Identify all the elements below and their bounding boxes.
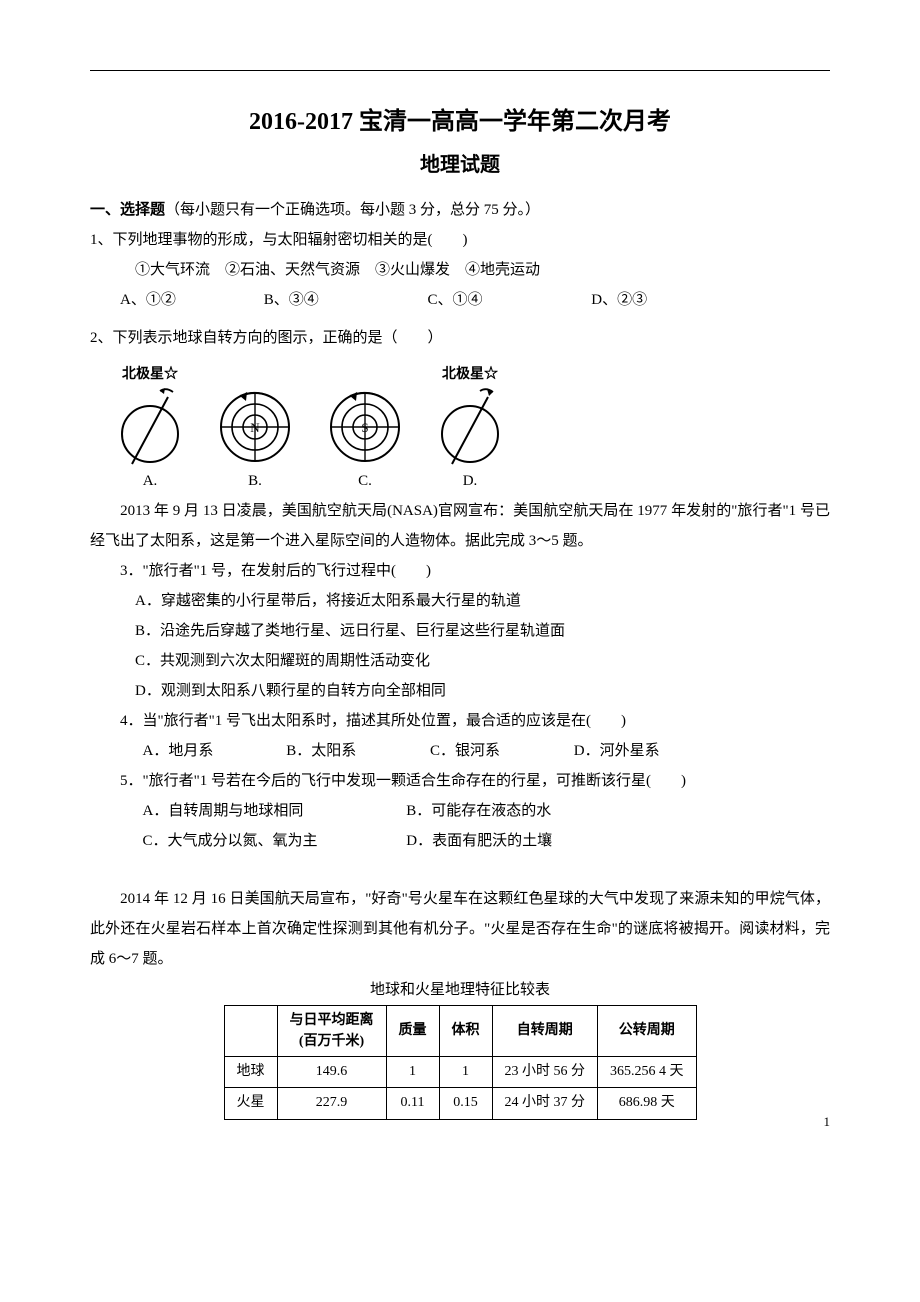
q1-stem: 1、下列地理事物的形成，与太阳辐射密切相关的是( ) <box>90 225 830 255</box>
q2-label-a: A. <box>143 473 158 490</box>
cell: 24 小时 37 分 <box>492 1088 598 1119</box>
q5-opt-d: D．表面有肥沃的土壤 <box>406 826 552 856</box>
q2-diagrams: 北极星☆ A. N B. <box>110 363 830 490</box>
th-mass: 质量 <box>386 1006 439 1057</box>
exam-subtitle: 地理试题 <box>90 148 830 177</box>
q2-diagram-a: 北极星☆ A. <box>110 363 190 490</box>
q3-stem: 3．"旅行者"1 号，在发射后的飞行过程中( ) <box>90 556 830 586</box>
comparison-table: 与日平均距离(百万千米) 质量 体积 自转周期 公转周期 地球 149.6 1 … <box>224 1005 697 1120</box>
q5-options-row2: C．大气成分以氮、氧为主 D．表面有肥沃的土壤 <box>90 826 830 856</box>
section-note: （每小题只有一个正确选项。每小题 3 分，总分 75 分。） <box>165 202 540 218</box>
q5-opt-b: B．可能存在液态的水 <box>406 796 551 826</box>
q2-label-d: D. <box>463 473 478 490</box>
globe-a-icon <box>110 379 190 469</box>
q3-opt-c: C．共观测到六次太阳耀斑的周期性活动变化 <box>90 646 830 676</box>
exam-title: 2016-2017 宝清一高高一学年第二次月考 <box>90 101 830 136</box>
q1-opt-b: B、③④ <box>264 285 424 315</box>
th-volume: 体积 <box>439 1006 492 1057</box>
table-caption: 地球和火星地理特征比较表 <box>90 978 830 999</box>
q2-diagram-b: N B. <box>210 379 300 490</box>
q4-opt-b: B．太阳系 <box>286 736 426 766</box>
q2-diagram-c: S C. <box>320 379 410 490</box>
q1-options: A、①② B、③④ C、①④ D、②③ <box>90 285 830 315</box>
q3-opt-b: B．沿途先后穿越了类地行星、远日行星、巨行星这些行星轨道面 <box>90 616 830 646</box>
svg-text:S: S <box>361 420 368 435</box>
q2-stem: 2、下列表示地球自转方向的图示，正确的是（ ） <box>90 323 830 353</box>
q4-options: A．地月系 B．太阳系 C．银河系 D．河外星系 <box>90 736 830 766</box>
q4-stem: 4．当"旅行者"1 号飞出太阳系时，描述其所处位置，最合适的应该是在( ) <box>90 706 830 736</box>
cell: 火星 <box>224 1088 277 1119</box>
q3-opt-d: D．观测到太阳系八颗行星的自转方向全部相同 <box>90 676 830 706</box>
q1-opt-a: A、①② <box>120 285 260 315</box>
cell: 0.11 <box>386 1088 439 1119</box>
q1-opt-c: C、①④ <box>428 285 588 315</box>
q1-items: ①大气环流 ②石油、天然气资源 ③火山爆发 ④地壳运动 <box>90 255 830 285</box>
table-header-row: 与日平均距离(百万千米) 质量 体积 自转周期 公转周期 <box>224 1006 696 1057</box>
th-revolution: 公转周期 <box>598 1006 697 1057</box>
table-row-earth: 地球 149.6 1 1 23 小时 56 分 365.256 4 天 <box>224 1057 696 1088</box>
passage-1: 2013 年 9 月 13 日凌晨，美国航空航天局(NASA)官网宣布：美国航空… <box>90 496 830 556</box>
cell: 227.9 <box>277 1088 386 1119</box>
cell: 149.6 <box>277 1057 386 1088</box>
cell: 1 <box>439 1057 492 1088</box>
q5-opt-a: A．自转周期与地球相同 <box>143 796 403 826</box>
q3-opt-a: A．穿越密集的小行星带后，将接近太阳系最大行星的轨道 <box>90 586 830 616</box>
th-rotation: 自转周期 <box>492 1006 598 1057</box>
svg-text:N: N <box>250 420 260 435</box>
q5-opt-c: C．大气成分以氮、氧为主 <box>143 826 403 856</box>
q1-opt-d: D、②③ <box>591 285 731 315</box>
polar-s-icon: S <box>320 379 410 469</box>
polar-n-icon: N <box>210 379 300 469</box>
section-heading-line: 一、选择题（每小题只有一个正确选项。每小题 3 分，总分 75 分。） <box>90 195 830 225</box>
cell: 地球 <box>224 1057 277 1088</box>
cell: 23 小时 56 分 <box>492 1057 598 1088</box>
q5-options-row1: A．自转周期与地球相同 B．可能存在液态的水 <box>90 796 830 826</box>
q4-opt-d: D．河外星系 <box>574 736 714 766</box>
q2-label-c: C. <box>358 473 372 490</box>
page-number: 1 <box>824 1114 831 1130</box>
q4-opt-a: A．地月系 <box>143 736 283 766</box>
th-blank <box>224 1006 277 1057</box>
top-rule <box>90 70 830 71</box>
cell: 365.256 4 天 <box>598 1057 697 1088</box>
q5-stem: 5．"旅行者"1 号若在今后的飞行中发现一颗适合生命存在的行星，可推断该行星( … <box>90 766 830 796</box>
q4-opt-c: C．银河系 <box>430 736 570 766</box>
cell: 0.15 <box>439 1088 492 1119</box>
globe-d-icon <box>430 379 510 469</box>
cell: 1 <box>386 1057 439 1088</box>
q2-label-b: B. <box>248 473 262 490</box>
q2-diagram-d: 北极星☆ D. <box>430 363 510 490</box>
th-distance: 与日平均距离(百万千米) <box>277 1006 386 1057</box>
cell: 686.98 天 <box>598 1088 697 1119</box>
passage-2: 2014 年 12 月 16 日美国航天局宣布，"好奇"号火星车在这颗红色星球的… <box>90 884 830 974</box>
section-heading: 一、选择题 <box>90 202 165 218</box>
table-row-mars: 火星 227.9 0.11 0.15 24 小时 37 分 686.98 天 <box>224 1088 696 1119</box>
exam-page: 2016-2017 宝清一高高一学年第二次月考 地理试题 一、选择题（每小题只有… <box>0 0 920 1160</box>
